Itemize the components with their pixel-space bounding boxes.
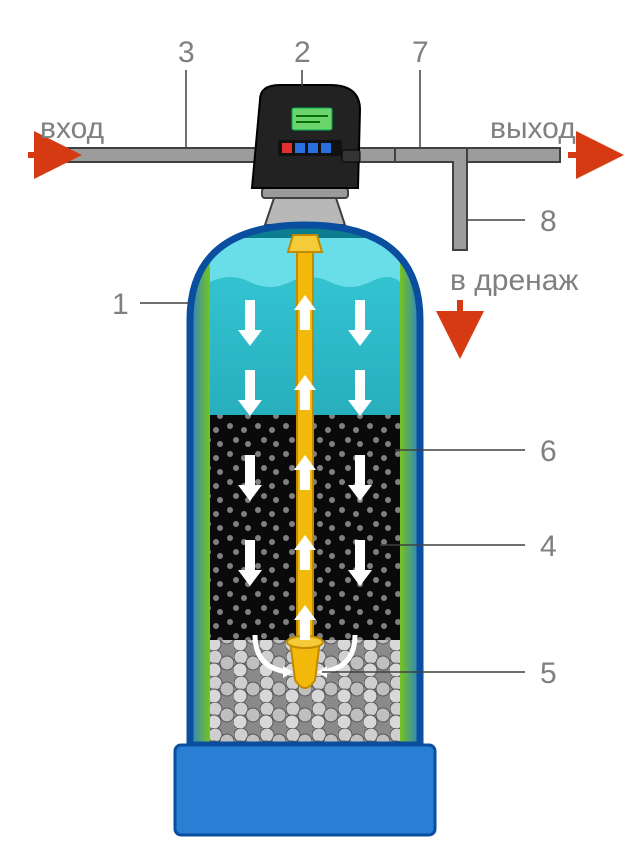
label-7: 7 — [412, 36, 429, 69]
tank-base — [175, 745, 435, 835]
tank-interior — [190, 225, 420, 745]
inlet-label: вход — [40, 112, 104, 145]
label-2: 2 — [294, 36, 311, 69]
drain-pipe — [395, 155, 460, 250]
label-5: 5 — [540, 657, 557, 690]
label-6: 6 — [540, 435, 557, 468]
label-4: 4 — [540, 530, 557, 563]
label-1: 1 — [112, 288, 129, 321]
label-8: 8 — [540, 205, 557, 238]
outlet-label: выход — [490, 112, 576, 145]
control-valve — [252, 85, 360, 225]
label-3: 3 — [178, 36, 195, 69]
drain-label: в дренаж — [450, 264, 578, 297]
